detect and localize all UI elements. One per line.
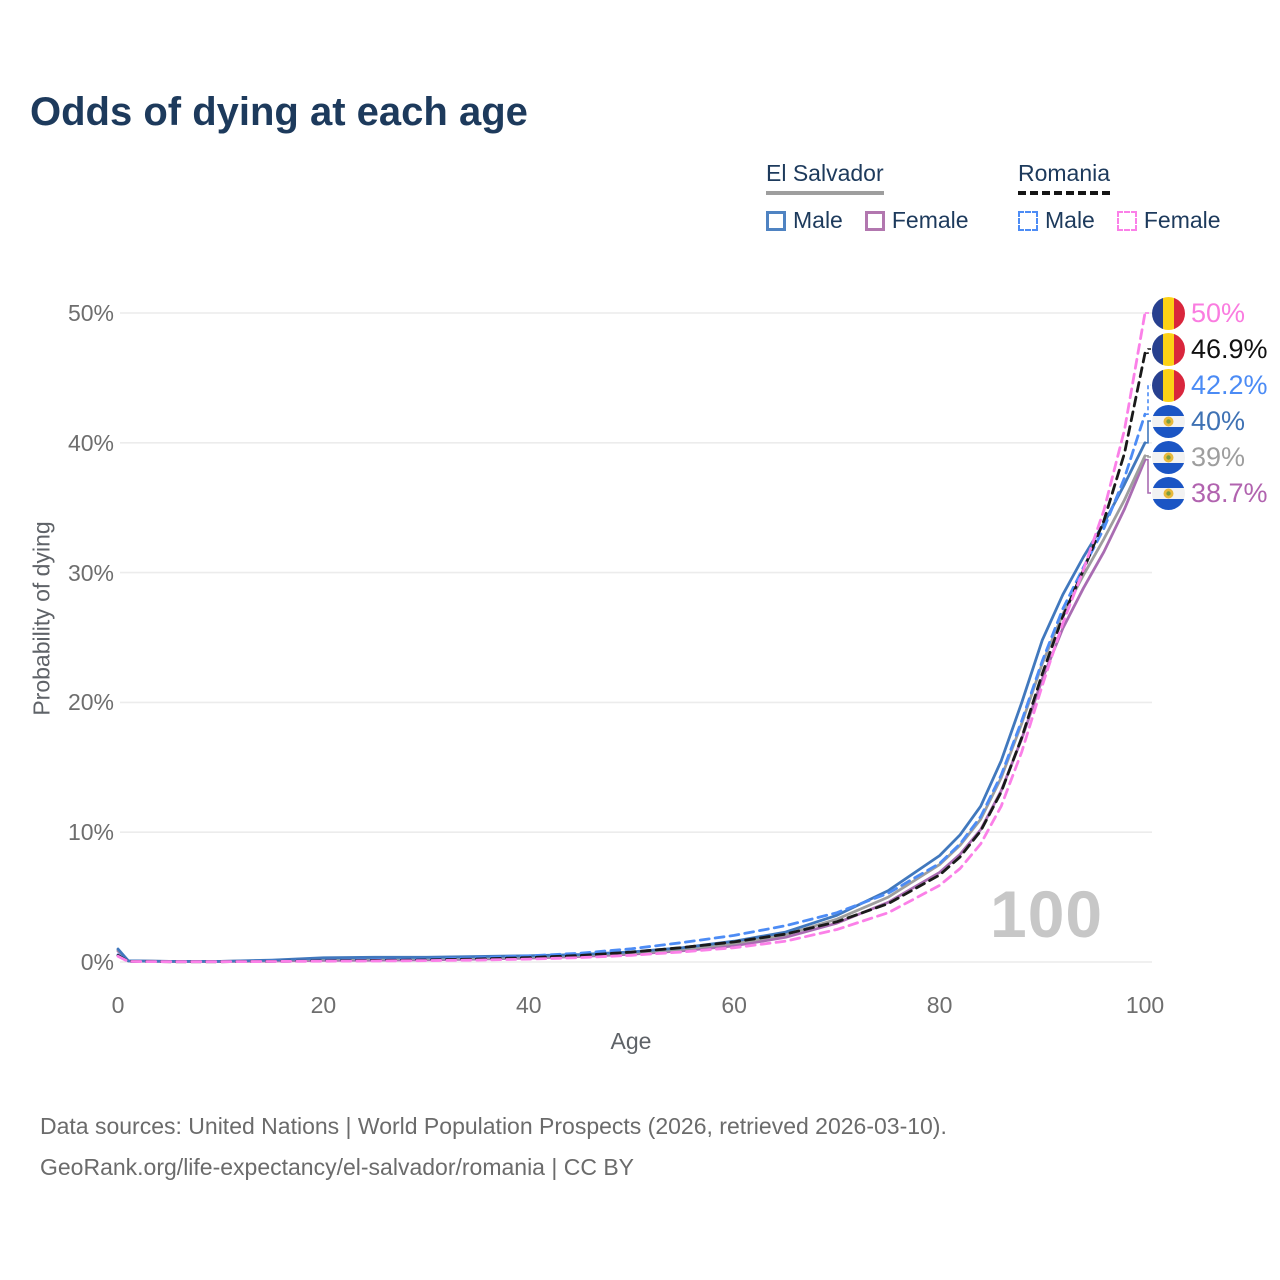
el-salvador-flag-icon	[1152, 404, 1185, 438]
el-salvador-flag-icon	[1152, 476, 1185, 510]
line-swatch-icon	[1018, 210, 1038, 231]
y-tick-label: 30%	[67, 559, 114, 586]
x-tick-label: 20	[310, 992, 337, 1018]
romania-flag-icon	[1152, 296, 1185, 330]
end-value-label: 46.9%	[1191, 333, 1268, 364]
end-value-label: 42.2%	[1191, 369, 1268, 400]
legend-item-romania-female[interactable]: Female	[1116, 207, 1221, 234]
y-tick-label: 40%	[67, 429, 114, 456]
label-leader-line	[1145, 348, 1151, 355]
end-label-el-salvador-male: 40%	[1152, 404, 1245, 438]
legend-group-romania: Romania Male Female	[1018, 160, 1221, 234]
y-tick-label: 20%	[67, 689, 114, 716]
line-swatch-icon	[766, 210, 786, 231]
end-value-label: 39%	[1191, 441, 1246, 472]
series-line-romania-both[interactable]	[116, 351, 1147, 964]
legend-country-el-salvador[interactable]: El Salvador	[766, 160, 884, 195]
romania-flag-icon	[1152, 368, 1185, 402]
y-tick-label: 0%	[80, 949, 114, 975]
end-label-el-salvador-both: 39%	[1152, 440, 1245, 474]
age-watermark: 100	[990, 877, 1104, 951]
page-title: Odds of dying at each age	[30, 90, 528, 134]
end-value-label: 50%	[1191, 297, 1246, 328]
end-value-label: 38.7%	[1191, 477, 1268, 508]
romania-flag-icon	[1152, 296, 1185, 330]
romania-flag-icon	[1152, 332, 1185, 366]
label-leader-line	[1145, 384, 1151, 416]
y-axis-title: Probability of dying	[28, 521, 55, 716]
end-value-label: 40%	[1191, 405, 1246, 436]
label-leader-line	[1145, 420, 1151, 444]
romania-flag-icon	[1152, 332, 1185, 366]
legend-item-label: Male	[793, 207, 843, 233]
y-tick-label: 50%	[67, 300, 114, 326]
x-tick-label: 0	[111, 992, 125, 1018]
x-tick-label: 100	[1125, 992, 1165, 1018]
legend-item-el-salvador-male[interactable]: Male	[766, 207, 843, 234]
legend-country-romania[interactable]: Romania	[1018, 160, 1111, 195]
line-swatch-icon	[864, 210, 885, 231]
x-axis-title: Age	[610, 1028, 652, 1054]
romania-flag-icon	[1152, 368, 1185, 402]
el-salvador-flag-icon	[1152, 404, 1185, 438]
end-label-romania-female: 50%	[1152, 296, 1245, 330]
label-leader-line	[1145, 458, 1151, 494]
x-tick-label: 80	[926, 992, 953, 1018]
legend-item-label: Female	[1143, 207, 1221, 233]
legend-group-el-salvador: El Salvador Male Female	[766, 160, 969, 234]
legend-item-label: Male	[1045, 207, 1095, 233]
legend-item-romania-male[interactable]: Male	[1018, 207, 1095, 234]
el-salvador-flag-icon	[1152, 476, 1185, 510]
data-sources-line: Data sources: United Nations | World Pop…	[40, 1113, 947, 1139]
x-tick-label: 60	[721, 992, 747, 1018]
el-salvador-flag-icon	[1152, 440, 1185, 474]
series-line-romania-female[interactable]	[116, 311, 1147, 964]
x-tick-label: 40	[516, 992, 542, 1018]
end-label-romania-both: 46.9%	[1152, 332, 1268, 366]
attribution-line: GeoRank.org/life-expectancy/el-salvador/…	[40, 1154, 635, 1180]
line-swatch-icon	[1116, 210, 1137, 231]
end-label-romania-male: 42.2%	[1152, 368, 1268, 402]
legend-item-label: Female	[891, 207, 969, 233]
el-salvador-flag-icon	[1152, 440, 1185, 474]
end-label-el-salvador-female: 38.7%	[1152, 476, 1268, 510]
label-leader-line	[1145, 454, 1151, 458]
y-tick-label: 10%	[67, 819, 114, 846]
legend-item-el-salvador-female[interactable]: Female	[864, 207, 969, 234]
footer: Data sources: United Nations | World Pop…	[40, 1106, 947, 1188]
